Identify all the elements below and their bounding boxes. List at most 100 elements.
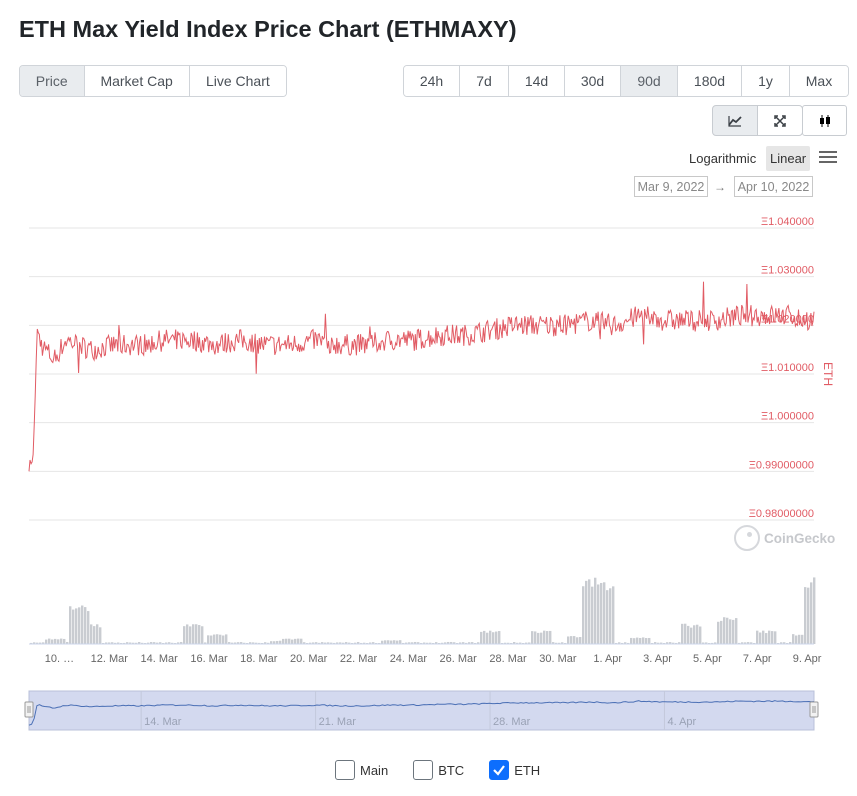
volume-bar xyxy=(591,586,594,644)
x-tick-label: 16. Mar xyxy=(190,653,228,665)
navigator-tick-label: 21. Mar xyxy=(319,716,357,728)
volume-bar xyxy=(33,642,36,644)
legend-item-btc[interactable]: BTC xyxy=(413,760,464,780)
volume-bar xyxy=(774,631,777,644)
volume-bar xyxy=(321,642,324,644)
fullscreen-button[interactable] xyxy=(757,105,803,136)
legend-label: BTC xyxy=(438,762,465,778)
volume-bar xyxy=(435,642,438,644)
volume-bar xyxy=(756,630,759,644)
volume-bar xyxy=(204,642,207,644)
volume-bar xyxy=(69,606,72,644)
price-series-line xyxy=(28,281,815,472)
volume-bar xyxy=(531,631,534,644)
volume-bar xyxy=(600,582,603,644)
volume-bar xyxy=(477,642,480,644)
x-tick-label: 7. Apr xyxy=(743,653,772,665)
view-tab-market-cap[interactable]: Market Cap xyxy=(84,66,190,96)
range-tab-14d[interactable]: 14d xyxy=(509,66,565,96)
volume-bar xyxy=(48,638,51,644)
legend-checkbox-main[interactable] xyxy=(335,760,355,780)
volume-bar xyxy=(612,586,615,644)
volume-bar xyxy=(714,642,717,644)
volume-bar xyxy=(180,641,183,644)
volume-bar xyxy=(288,638,291,644)
range-tab-90d[interactable]: 90d xyxy=(621,66,678,96)
volume-bar xyxy=(534,631,537,644)
navigator[interactable]: 14. Mar 21. Mar 28. Mar 4. Apr xyxy=(24,690,819,731)
y-tick-label: Ξ0.99000000 xyxy=(749,459,814,471)
volume-bar xyxy=(666,642,669,644)
volume-bar xyxy=(696,624,699,644)
volume-bar xyxy=(93,626,96,644)
candlestick-button[interactable] xyxy=(802,105,847,136)
volume-bar xyxy=(771,631,774,644)
view-tab-live-chart[interactable]: Live Chart xyxy=(189,66,286,96)
hamburger-menu-icon[interactable] xyxy=(819,150,837,164)
page-title: ETH Max Yield Index Price Chart (ETHMAXY… xyxy=(19,16,517,42)
date-to-input[interactable]: Apr 10, 2022 xyxy=(734,176,813,197)
volume-bar xyxy=(792,634,795,644)
range-tab-7d[interactable]: 7d xyxy=(460,66,509,96)
date-from-input[interactable]: Mar 9, 2022 xyxy=(634,176,708,197)
x-tick-label: 18. Mar xyxy=(240,653,278,665)
range-tab-24h[interactable]: 24h xyxy=(404,66,460,96)
volume-bar xyxy=(57,639,60,644)
log-scale-button[interactable]: Logarithmic xyxy=(689,151,757,166)
range-tab-max[interactable]: Max xyxy=(790,66,848,96)
volume-bar xyxy=(138,642,141,644)
volume-bar xyxy=(165,642,168,644)
volume-bar xyxy=(759,632,762,644)
volume-bar xyxy=(519,642,522,644)
volume-bar xyxy=(633,638,636,644)
volume-bar xyxy=(720,620,723,644)
legend-item-eth[interactable]: ETH xyxy=(489,760,540,780)
volume-bar xyxy=(135,642,138,644)
volume-bar xyxy=(690,627,693,644)
range-tab-180d[interactable]: 180d xyxy=(678,66,742,96)
volume-bar xyxy=(123,642,126,644)
legend-item-main[interactable]: Main xyxy=(335,760,388,780)
volume-bar xyxy=(471,642,474,644)
linear-scale-button[interactable]: Linear xyxy=(766,146,811,171)
volume-bar xyxy=(426,642,429,644)
volume-bar xyxy=(627,642,630,644)
volume-bar xyxy=(117,642,120,644)
volume-bar xyxy=(480,631,483,644)
range-tab-30d[interactable]: 30d xyxy=(565,66,621,96)
volume-bar xyxy=(813,577,816,644)
volume-bar xyxy=(621,642,624,644)
volume-bar xyxy=(66,641,69,644)
volume-bar xyxy=(765,633,768,644)
volume-bar xyxy=(609,588,612,644)
legend-checkbox-btc[interactable] xyxy=(413,760,434,780)
volume-bar xyxy=(285,638,288,644)
navigator-right-handle[interactable] xyxy=(809,701,819,718)
legend-checkbox-eth[interactable] xyxy=(489,760,510,780)
y-tick-label: Ξ1.040000 xyxy=(761,216,814,228)
volume-bar xyxy=(417,642,420,644)
volume-bar xyxy=(231,642,234,644)
line-chart-button[interactable] xyxy=(712,105,758,136)
volume-bar xyxy=(339,642,342,644)
volume-bar xyxy=(237,642,240,644)
x-tick-label: 9. Apr xyxy=(793,653,822,665)
navigator-left-handle[interactable] xyxy=(24,701,34,718)
volume-bar xyxy=(234,642,237,644)
range-tab-1y[interactable]: 1y xyxy=(742,66,790,96)
navigator-selection[interactable] xyxy=(28,690,815,731)
volume-bar xyxy=(585,580,588,644)
volume-bar xyxy=(606,590,609,644)
volume-bar xyxy=(357,642,360,644)
volume-bar xyxy=(747,642,750,644)
volume-bar xyxy=(693,625,696,644)
volume-bar xyxy=(639,637,642,644)
volume-bar xyxy=(294,638,297,644)
navigator-tick-label: 28. Mar xyxy=(493,716,531,728)
view-tab-price[interactable]: Price xyxy=(20,66,85,96)
volume-bar xyxy=(408,642,411,644)
volume-bar xyxy=(504,642,507,644)
volume-bar xyxy=(99,627,102,644)
volume-bar xyxy=(210,635,213,644)
volume-bar xyxy=(96,624,99,644)
